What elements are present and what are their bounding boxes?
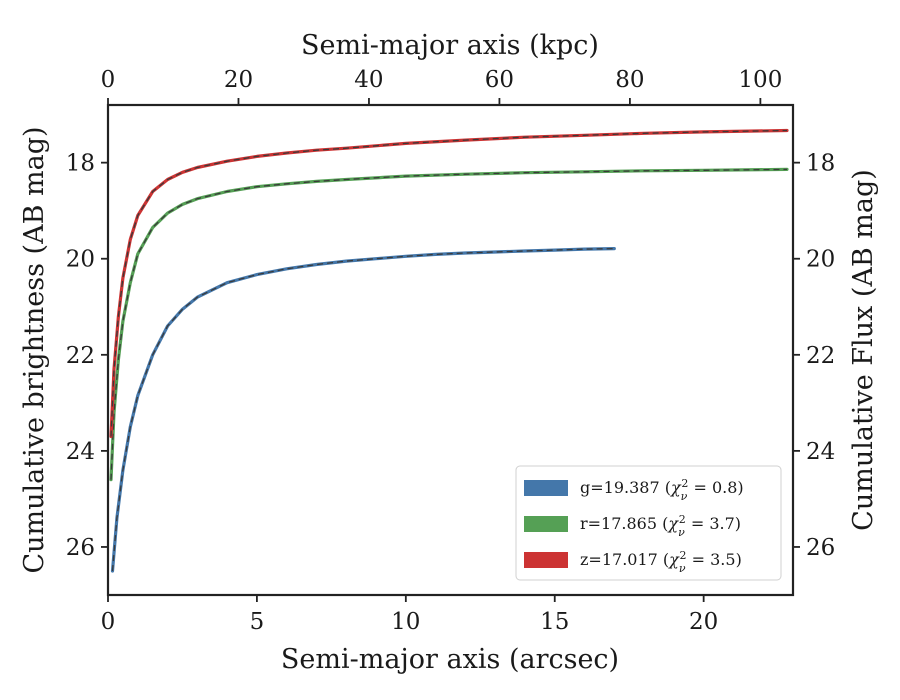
series-fit-line-1: [110, 168, 788, 480]
right-y-tick-label: 24: [806, 439, 835, 465]
tick-marks: 0 5 10 15 20 0 20 40 60 80 100 18 18 20 20 22 22 24 24 26 26: [66, 67, 836, 635]
y-tick-label: 22: [66, 343, 95, 369]
right-y-tick-label: 26: [806, 535, 835, 561]
series-line-1: [109, 167, 789, 482]
right-y-tick-label: 20: [806, 247, 835, 273]
x-tick-label: 15: [540, 609, 569, 635]
legend-entry-2: z=17.017 (χν2 = 3.5): [580, 549, 742, 575]
plot-marks: [109, 128, 789, 573]
y-tick-label: 20: [66, 247, 95, 273]
y-tick-label: 18: [66, 151, 95, 177]
legend-entry-1: r=17.865 (χν2 = 3.7): [580, 513, 741, 539]
x-tick-label: 0: [101, 609, 116, 635]
series-line-2: [109, 128, 789, 439]
x-axis-label: Semi-major axis (arcsec): [281, 644, 619, 675]
top-x-tick-label: 60: [485, 67, 514, 93]
right-y-tick-label: 18: [806, 151, 835, 177]
legend-swatch-1: [524, 516, 568, 532]
legend-swatch-0: [524, 480, 568, 496]
top-x-tick-label: 20: [224, 67, 253, 93]
series-line-0: [110, 247, 616, 573]
right-y-tick-label: 22: [806, 343, 835, 369]
legend-box: [515, 465, 782, 581]
x-tick-label: 20: [689, 609, 718, 635]
legend-entry-0: g=19.387 (χν2 = 0.8): [580, 477, 744, 503]
x-tick-label: 5: [250, 609, 265, 635]
series-fit-line-2: [110, 129, 788, 437]
y-tick-label: 26: [66, 535, 95, 561]
top-x-tick-label: 100: [738, 67, 782, 93]
y-axis-label: Cumulative brightness (AB mag): [19, 126, 50, 573]
right-y-axis-label: Cumulative Flux (AB mag): [848, 169, 879, 531]
legend: g=19.387 (χν2 = 0.8) r=17.865 (χν2 = 3.7)…: [515, 465, 782, 581]
top-x-tick-label: 0: [101, 67, 116, 93]
x-tick-label: 10: [391, 609, 420, 635]
top-x-tick-label: 40: [354, 67, 383, 93]
top-x-tick-label: 80: [615, 67, 644, 93]
plot-frame: [106, 103, 795, 597]
y-tick-label: 24: [66, 439, 95, 465]
top-x-axis-label: Semi-major axis (kpc): [301, 30, 599, 61]
legend-swatch-2: [524, 552, 568, 568]
